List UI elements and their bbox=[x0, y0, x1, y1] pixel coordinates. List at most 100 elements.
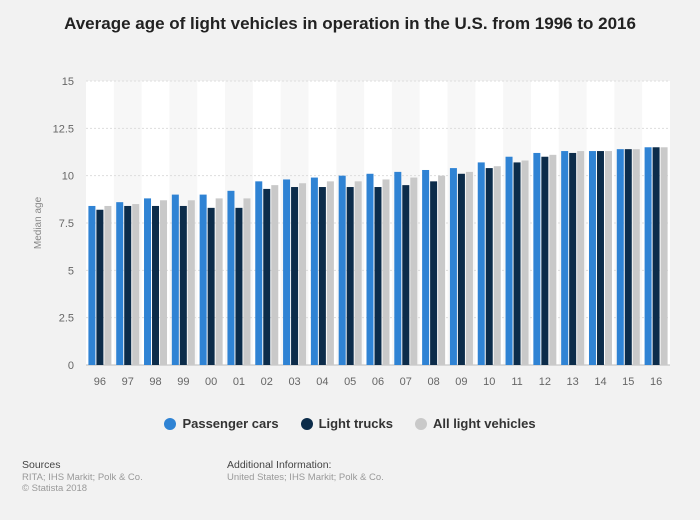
bar bbox=[124, 205, 132, 365]
chart-legend: Passenger cars Light trucks All light ve… bbox=[0, 416, 700, 431]
bar bbox=[632, 149, 640, 365]
copyright-text: © Statista 2018 bbox=[22, 483, 88, 494]
x-tick-label: 09 bbox=[455, 376, 467, 388]
bar bbox=[132, 204, 140, 365]
bar bbox=[410, 177, 418, 365]
bar bbox=[449, 168, 457, 365]
bar bbox=[604, 151, 612, 365]
legend-label-light-trucks: Light trucks bbox=[318, 416, 393, 431]
sources-block: Sources RITA; IHS Markit; Polk & Co. © S… bbox=[22, 459, 143, 495]
legend-swatch-light-trucks bbox=[300, 417, 313, 430]
legend-item-passenger-cars[interactable]: Passenger cars bbox=[164, 416, 279, 431]
bar bbox=[271, 185, 279, 365]
y-tick-label: 15 bbox=[62, 76, 74, 88]
additional-info-text: United States; IHS Markit; Polk & Co. bbox=[227, 472, 384, 483]
x-tick-label: 96 bbox=[94, 376, 106, 388]
bar bbox=[326, 181, 334, 365]
x-tick-label: 16 bbox=[650, 376, 662, 388]
bar bbox=[569, 152, 577, 365]
bar bbox=[160, 200, 168, 365]
bar bbox=[243, 198, 251, 365]
bar bbox=[616, 149, 624, 365]
x-tick-label: 98 bbox=[149, 376, 161, 388]
bar bbox=[227, 190, 235, 365]
x-tick-label: 01 bbox=[233, 376, 245, 388]
x-tick-label: 06 bbox=[372, 376, 384, 388]
y-tick-label: 7.5 bbox=[59, 218, 74, 230]
bar bbox=[116, 202, 124, 365]
bar bbox=[354, 181, 362, 365]
bar bbox=[338, 175, 346, 365]
bar bbox=[283, 179, 291, 365]
y-axis-title: Median age bbox=[33, 196, 44, 249]
additional-info-heading[interactable]: Additional Information: bbox=[227, 459, 332, 471]
bar bbox=[505, 156, 513, 365]
bar bbox=[96, 209, 104, 365]
bar bbox=[485, 168, 493, 365]
bar bbox=[588, 151, 596, 365]
y-tick-label: 12.5 bbox=[53, 123, 74, 135]
x-tick-label: 15 bbox=[622, 376, 634, 388]
x-tick-label: 11 bbox=[511, 376, 522, 388]
bar bbox=[179, 205, 187, 365]
y-tick-label: 5 bbox=[68, 265, 74, 277]
sources-text: RITA; IHS Markit; Polk & Co. bbox=[22, 472, 143, 483]
x-tick-label: 14 bbox=[594, 376, 606, 388]
bar bbox=[171, 194, 179, 365]
bar bbox=[652, 147, 660, 365]
bar bbox=[366, 173, 374, 365]
sources-heading[interactable]: Sources bbox=[22, 459, 61, 471]
bar bbox=[541, 156, 549, 365]
bar bbox=[624, 149, 632, 365]
bar bbox=[394, 171, 402, 365]
bar bbox=[318, 187, 326, 365]
bar bbox=[263, 188, 271, 365]
x-tick-label: 13 bbox=[567, 376, 579, 388]
x-tick-label: 08 bbox=[427, 376, 439, 388]
bar bbox=[374, 187, 382, 365]
legend-item-all-light-vehicles[interactable]: All light vehicles bbox=[414, 416, 536, 431]
x-tick-label: 05 bbox=[344, 376, 356, 388]
bar bbox=[207, 207, 215, 365]
bar bbox=[310, 177, 318, 365]
bar bbox=[402, 185, 410, 365]
bar bbox=[430, 181, 438, 365]
bar bbox=[144, 198, 152, 365]
bar bbox=[533, 152, 541, 365]
x-tick-label: 07 bbox=[400, 376, 412, 388]
bar bbox=[493, 166, 501, 365]
bar bbox=[549, 154, 557, 365]
x-tick-label: 00 bbox=[205, 376, 217, 388]
bar bbox=[215, 198, 223, 365]
bar bbox=[291, 187, 299, 365]
bar bbox=[521, 160, 529, 365]
legend-item-light-trucks[interactable]: Light trucks bbox=[300, 416, 393, 431]
bar bbox=[561, 151, 569, 365]
bar bbox=[457, 173, 465, 365]
bar bbox=[660, 147, 668, 365]
bar bbox=[346, 187, 354, 365]
x-tick-label: 97 bbox=[122, 376, 134, 388]
legend-label-all-light-vehicles: All light vehicles bbox=[432, 416, 536, 431]
bar bbox=[187, 200, 195, 365]
bar bbox=[104, 205, 112, 365]
bar bbox=[477, 162, 485, 365]
additional-info-block: Additional Information: United States; I… bbox=[227, 459, 384, 484]
bar bbox=[199, 194, 207, 365]
x-tick-label: 10 bbox=[483, 376, 495, 388]
bar bbox=[644, 147, 652, 365]
x-tick-label: 03 bbox=[288, 376, 300, 388]
y-tick-label: 0 bbox=[68, 360, 74, 372]
bar bbox=[152, 205, 160, 365]
y-tick-label: 10 bbox=[62, 171, 74, 183]
legend-swatch-all-light-vehicles bbox=[414, 417, 427, 430]
bar bbox=[88, 205, 96, 365]
bar bbox=[596, 151, 604, 365]
x-tick-label: 02 bbox=[261, 376, 273, 388]
bar bbox=[255, 181, 263, 365]
x-tick-label: 12 bbox=[539, 376, 551, 388]
bar bbox=[513, 162, 521, 365]
bar bbox=[235, 207, 243, 365]
legend-label-passenger-cars: Passenger cars bbox=[182, 416, 279, 431]
